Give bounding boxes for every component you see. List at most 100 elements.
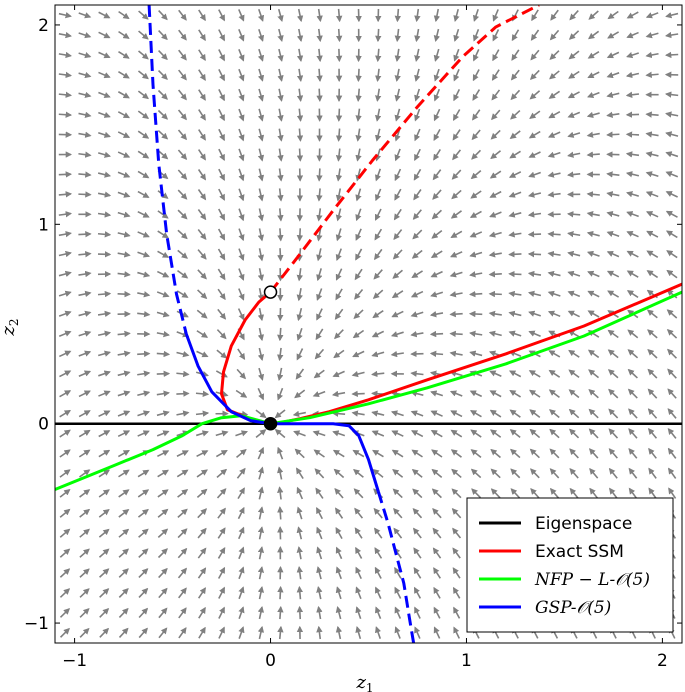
vector-arrow — [374, 168, 382, 182]
vector-arrow — [277, 466, 284, 480]
vector-arrow — [453, 48, 460, 62]
vector-arrow — [118, 10, 130, 20]
series-gsp-5-line — [184, 333, 271, 426]
vector-arrow — [374, 228, 383, 241]
vector-arrow — [452, 109, 461, 121]
vector-arrow — [97, 310, 112, 318]
vector-arrow — [216, 468, 228, 479]
vector-arrow — [469, 350, 483, 357]
vector-arrow — [257, 307, 265, 322]
vector-arrow — [491, 109, 501, 121]
vector-arrow — [59, 488, 71, 498]
vector-arrow — [648, 487, 657, 499]
vector-arrow — [277, 68, 284, 82]
y-tick-label: −1 — [24, 614, 49, 634]
vector-arrow — [469, 390, 483, 398]
vector-arrow — [198, 29, 206, 42]
vector-arrow — [217, 566, 226, 579]
vector-arrow — [549, 50, 560, 60]
vector-arrow — [335, 625, 343, 640]
vector-arrow — [587, 310, 600, 318]
vector-arrow — [491, 89, 501, 101]
vector-arrow — [78, 410, 91, 418]
vector-arrow — [392, 269, 403, 279]
vector-arrow — [197, 269, 207, 280]
vector-arrow — [296, 467, 304, 480]
vector-arrow — [316, 188, 323, 202]
vector-arrow — [238, 606, 245, 620]
vector-arrow — [391, 290, 404, 299]
vector-arrow — [569, 448, 579, 459]
vector-arrow — [588, 10, 599, 20]
vector-arrow — [665, 210, 678, 218]
vector-arrow — [452, 547, 461, 559]
vector-arrow — [529, 428, 541, 439]
vector-arrow — [488, 251, 502, 258]
vector-arrow — [666, 329, 678, 339]
vector-arrow — [354, 527, 363, 539]
vector-arrow — [177, 169, 188, 180]
vector-arrow — [647, 348, 658, 359]
legend-label: Exact SSM — [535, 542, 624, 562]
vector-arrow — [316, 48, 323, 63]
vector-arrow — [331, 410, 346, 417]
vector-arrow — [277, 148, 284, 162]
x-tick-label: 2 — [657, 651, 668, 671]
vector-arrow — [79, 568, 90, 578]
vector-arrow — [178, 587, 187, 599]
vector-arrow — [257, 88, 265, 102]
vector-arrow — [508, 330, 522, 337]
vector-arrow — [665, 230, 678, 239]
vector-arrow — [567, 290, 581, 298]
series-gsp-5-line — [270, 422, 380, 492]
vector-arrow — [665, 12, 679, 19]
vector-arrow — [79, 508, 91, 518]
vector-arrow — [98, 489, 110, 498]
vector-arrow — [666, 309, 678, 319]
vector-arrow — [471, 149, 482, 160]
vector-arrow — [117, 191, 131, 198]
vector-arrow — [198, 606, 206, 619]
vector-arrow — [238, 208, 245, 222]
vector-arrow — [238, 48, 245, 62]
vector-arrow — [431, 468, 443, 478]
vector-arrow — [412, 488, 423, 499]
vector-arrow — [196, 350, 209, 358]
vector-arrow — [78, 171, 92, 178]
vector-arrow — [607, 349, 619, 359]
vector-arrow — [413, 567, 422, 579]
vector-arrow — [58, 111, 73, 118]
vector-arrow — [296, 88, 304, 102]
vector-arrow — [410, 330, 424, 338]
vector-arrow — [489, 370, 502, 378]
legend-label: NFP − L-𝒪(5) — [534, 570, 650, 590]
vector-arrow — [196, 469, 208, 478]
vector-arrow — [394, 566, 402, 579]
vector-arrow — [374, 626, 382, 639]
vector-arrow — [433, 606, 441, 619]
vector-arrow — [529, 409, 541, 419]
vector-arrow — [352, 329, 365, 339]
vector-arrow — [430, 390, 444, 397]
vector-arrow — [79, 528, 90, 538]
vector-arrow — [97, 191, 112, 198]
vector-arrow — [238, 128, 245, 142]
vector-arrow — [508, 211, 522, 218]
vector-arrow — [413, 168, 422, 181]
vector-arrow — [97, 151, 111, 158]
vector-arrow — [178, 9, 187, 21]
vector-arrow — [137, 90, 149, 100]
vector-arrow — [158, 567, 168, 579]
vector-arrow — [508, 231, 522, 238]
vector-arrow — [392, 488, 403, 499]
vector-arrow — [177, 149, 188, 161]
vector-arrow — [586, 151, 600, 158]
vector-arrow — [431, 449, 443, 458]
vector-arrow — [59, 449, 71, 458]
vector-arrow — [449, 390, 463, 397]
vector-arrow — [78, 52, 92, 59]
vector-arrow — [218, 148, 225, 162]
vector-arrow — [178, 627, 187, 639]
vector-arrow — [138, 627, 148, 639]
vector-arrow — [217, 527, 226, 539]
